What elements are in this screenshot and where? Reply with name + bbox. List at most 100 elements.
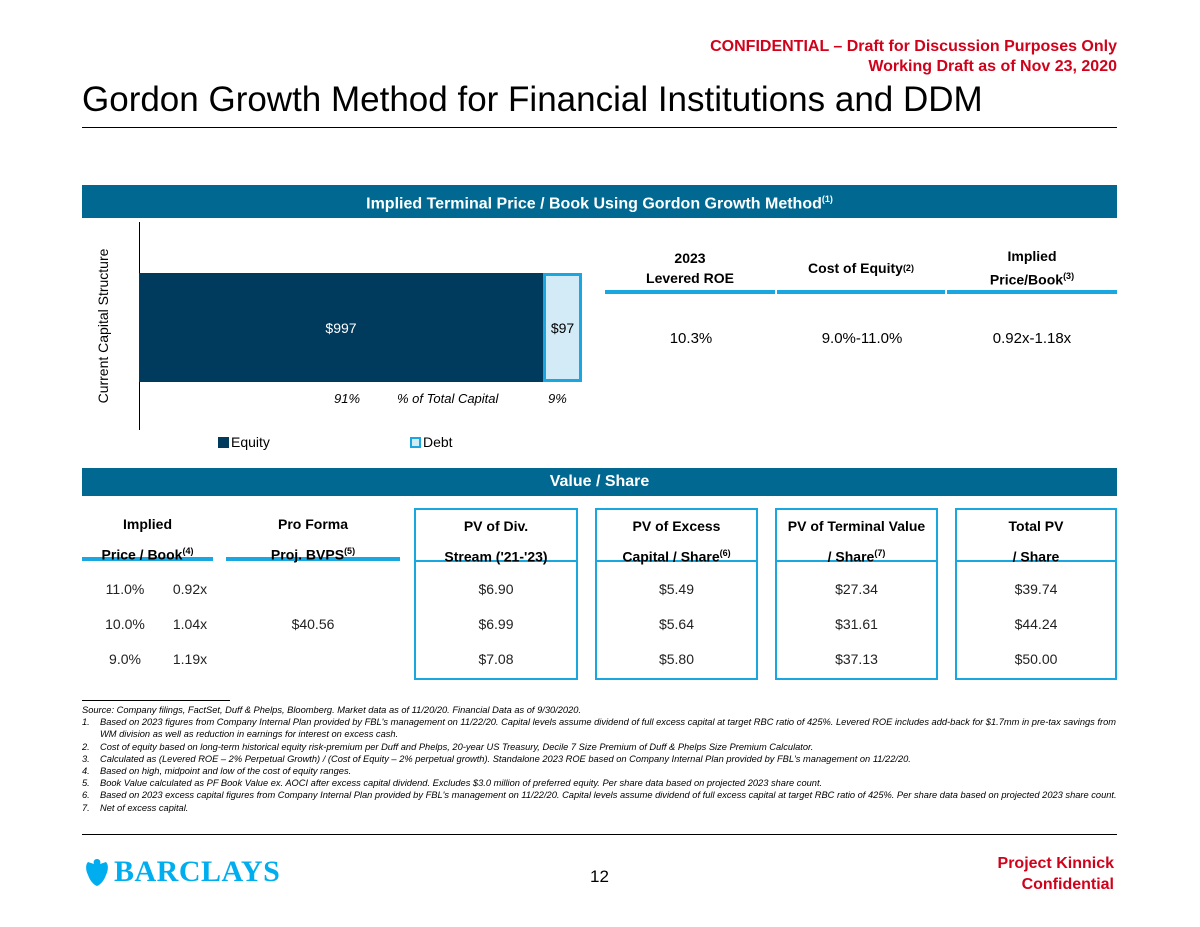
footer-divider xyxy=(82,834,1117,835)
bar-equity: $997 xyxy=(139,273,543,382)
footnote-number: 2. xyxy=(82,741,90,752)
table-cell: $7.08 xyxy=(478,651,514,667)
footnote-item: 7. Net of excess capital. xyxy=(82,802,1117,814)
footnote-item: 6. Based on 2023 excess capital figures f… xyxy=(82,789,1117,801)
table-cell: $40.56 xyxy=(291,616,335,632)
table-cell: $5.80 xyxy=(658,651,695,667)
sup: (2) xyxy=(902,263,914,273)
legend-label: Debt xyxy=(423,434,453,450)
footnote-item: 2. Cost of equity based on long-term hist… xyxy=(82,741,1117,753)
footnote-number: 4. xyxy=(82,766,90,777)
footnote-text: Based on 2023 excess capital figures fro… xyxy=(100,790,1117,801)
eagle-icon xyxy=(86,859,108,886)
sup: (4) xyxy=(182,546,194,556)
table-cell: $27.34 xyxy=(835,581,878,597)
hdr-line: Total PV xyxy=(1008,518,1064,534)
footnote-source: Source: Company filings, FactSet, Duff &… xyxy=(82,705,582,715)
value-col-0: Implied Price / Book(4) xyxy=(82,508,213,568)
roe-table-values: 10.3% 9.0%-11.0% 0.92x-1.18x xyxy=(605,330,1117,347)
footnote-text: Net of excess capital. xyxy=(100,802,189,813)
sup: (3) xyxy=(1063,271,1075,282)
legend-equity: Equity xyxy=(218,434,270,450)
value-col-header: PV of Div. Stream ('21-'23) xyxy=(416,510,576,565)
section-title: Implied Terminal Price / Book Using Gord… xyxy=(366,195,822,213)
page-title: Gordon Growth Method for Financial Insti… xyxy=(82,80,983,119)
sup: (1) xyxy=(821,194,833,204)
sup: (5) xyxy=(344,546,356,556)
footnote-text: Book Value calculated as PF Book Value e… xyxy=(100,778,823,789)
sup: (7) xyxy=(874,548,886,558)
hdr-line: PV of Terminal Value xyxy=(787,518,926,534)
value-col-5: Total PV / Share xyxy=(955,508,1117,680)
value-levered-roe: 10.3% xyxy=(669,330,713,347)
value-col-2: PV of Div. Stream ('21-'23) xyxy=(414,508,578,680)
page-number: 12 xyxy=(590,867,609,886)
value-col-3: PV of Excess Capital / Share(6) xyxy=(595,508,758,680)
pct-caption: % of Total Capital xyxy=(397,391,499,406)
project-name: Project Kinnick xyxy=(997,855,1114,872)
bar-label-debt: $97 xyxy=(550,319,575,336)
hdr-line: Proj. BVPS xyxy=(270,546,345,563)
legend-swatch-debt xyxy=(410,436,421,448)
table-cell: $6.99 xyxy=(478,616,514,632)
table-cell-pb: 1.04x xyxy=(172,616,208,632)
value-col-header: Implied Price / Book(4) xyxy=(82,508,213,563)
chart-ylabel-wrap: Current Capital Structure xyxy=(83,222,123,430)
hdr-implied-pb: Implied Price/Book(3) xyxy=(947,246,1117,294)
footnote-number: 5. xyxy=(82,778,90,789)
footer-project: Project Kinnick Confidential xyxy=(998,853,1114,895)
table-cell: $5.49 xyxy=(658,581,695,597)
footnote-item: 4. Based on high, midpoint and low of the… xyxy=(82,765,1117,777)
value-cost-of-equity: 9.0%-11.0% xyxy=(821,330,903,347)
confidential-text: CONFIDENTIAL – Draft for Discussion Purp… xyxy=(710,38,1117,55)
hdr-line: / Share xyxy=(827,548,875,565)
value-col-1: Pro Forma Proj. BVPS(5) xyxy=(226,508,400,568)
table-cell-coe: 11.0% xyxy=(105,581,145,597)
table-cell-coe: 9.0% xyxy=(109,651,141,667)
hdr-line: Cost of Equity xyxy=(808,260,903,276)
hdr-line: Stream ('21-'23) xyxy=(444,548,548,565)
footnote-item: 1. Based on 2023 figures from Company Int… xyxy=(82,716,1117,740)
hdr-line: Implied xyxy=(122,516,172,532)
table-cell-pb: 0.92x xyxy=(172,581,208,597)
confidential-banner: CONFIDENTIAL – Draft for Discussion Purp… xyxy=(710,37,1117,77)
pct-debt: 9% xyxy=(548,391,567,406)
footnote-text: Based on high, midpoint and low of the c… xyxy=(100,766,352,777)
value-col-header: PV of Terminal Value / Share(7) xyxy=(777,510,936,565)
hdr-cost-of-equity: Cost of Equity (2) xyxy=(777,246,945,294)
footnote-item: 5. Book Value calculated as PF Book Value… xyxy=(82,777,1117,789)
hdr-line: Price/Book xyxy=(989,271,1064,288)
footnote-text: Based on 2023 figures from Company Inter… xyxy=(100,717,1117,740)
value-col-header: Total PV / Share xyxy=(957,510,1115,565)
table-cell-coe: 10.0% xyxy=(105,616,145,632)
hdr-line: PV of Div. xyxy=(463,518,529,534)
bar-label-equity: $997 xyxy=(325,319,357,336)
hdr-line: Levered ROE xyxy=(646,270,734,286)
hdr-line: / Share xyxy=(1012,548,1060,565)
footnote-text: Cost of equity based on long-term histor… xyxy=(100,741,814,752)
footnote-divider xyxy=(82,700,230,701)
footnote-number: 6. xyxy=(82,790,90,801)
sup: (6) xyxy=(719,548,731,558)
chart-ylabel: Current Capital Structure xyxy=(95,248,111,404)
barclays-logo: BARCLAYS xyxy=(84,855,280,889)
hdr-line: 2023 xyxy=(674,250,706,266)
hdr-line: Capital / Share xyxy=(622,548,720,565)
legend-debt: Debt xyxy=(410,434,453,450)
section-header-terminal: Implied Terminal Price / Book Using Gord… xyxy=(82,185,1117,219)
hdr-line: Price / Book xyxy=(101,546,183,563)
roe-table-header: 2023 Levered ROE Cost of Equity (2) Implie… xyxy=(605,246,1117,294)
legend-label: Equity xyxy=(231,434,270,450)
title-divider xyxy=(82,127,1117,128)
table-cell: $31.61 xyxy=(835,616,878,632)
table-cell: $37.13 xyxy=(835,651,878,667)
hdr-line: Implied xyxy=(1007,248,1057,265)
table-cell: $6.90 xyxy=(478,581,514,597)
pct-equity: 91% xyxy=(334,391,361,406)
table-cell: $50.00 xyxy=(1014,651,1058,667)
hdr-line: PV of Excess xyxy=(632,518,721,534)
hdr-levered-roe: 2023 Levered ROE xyxy=(605,246,775,294)
footnote-item: 3. Calculated as (Levered ROE – 2% Perpet… xyxy=(82,753,1117,765)
bar-debt: $97 xyxy=(543,273,582,382)
